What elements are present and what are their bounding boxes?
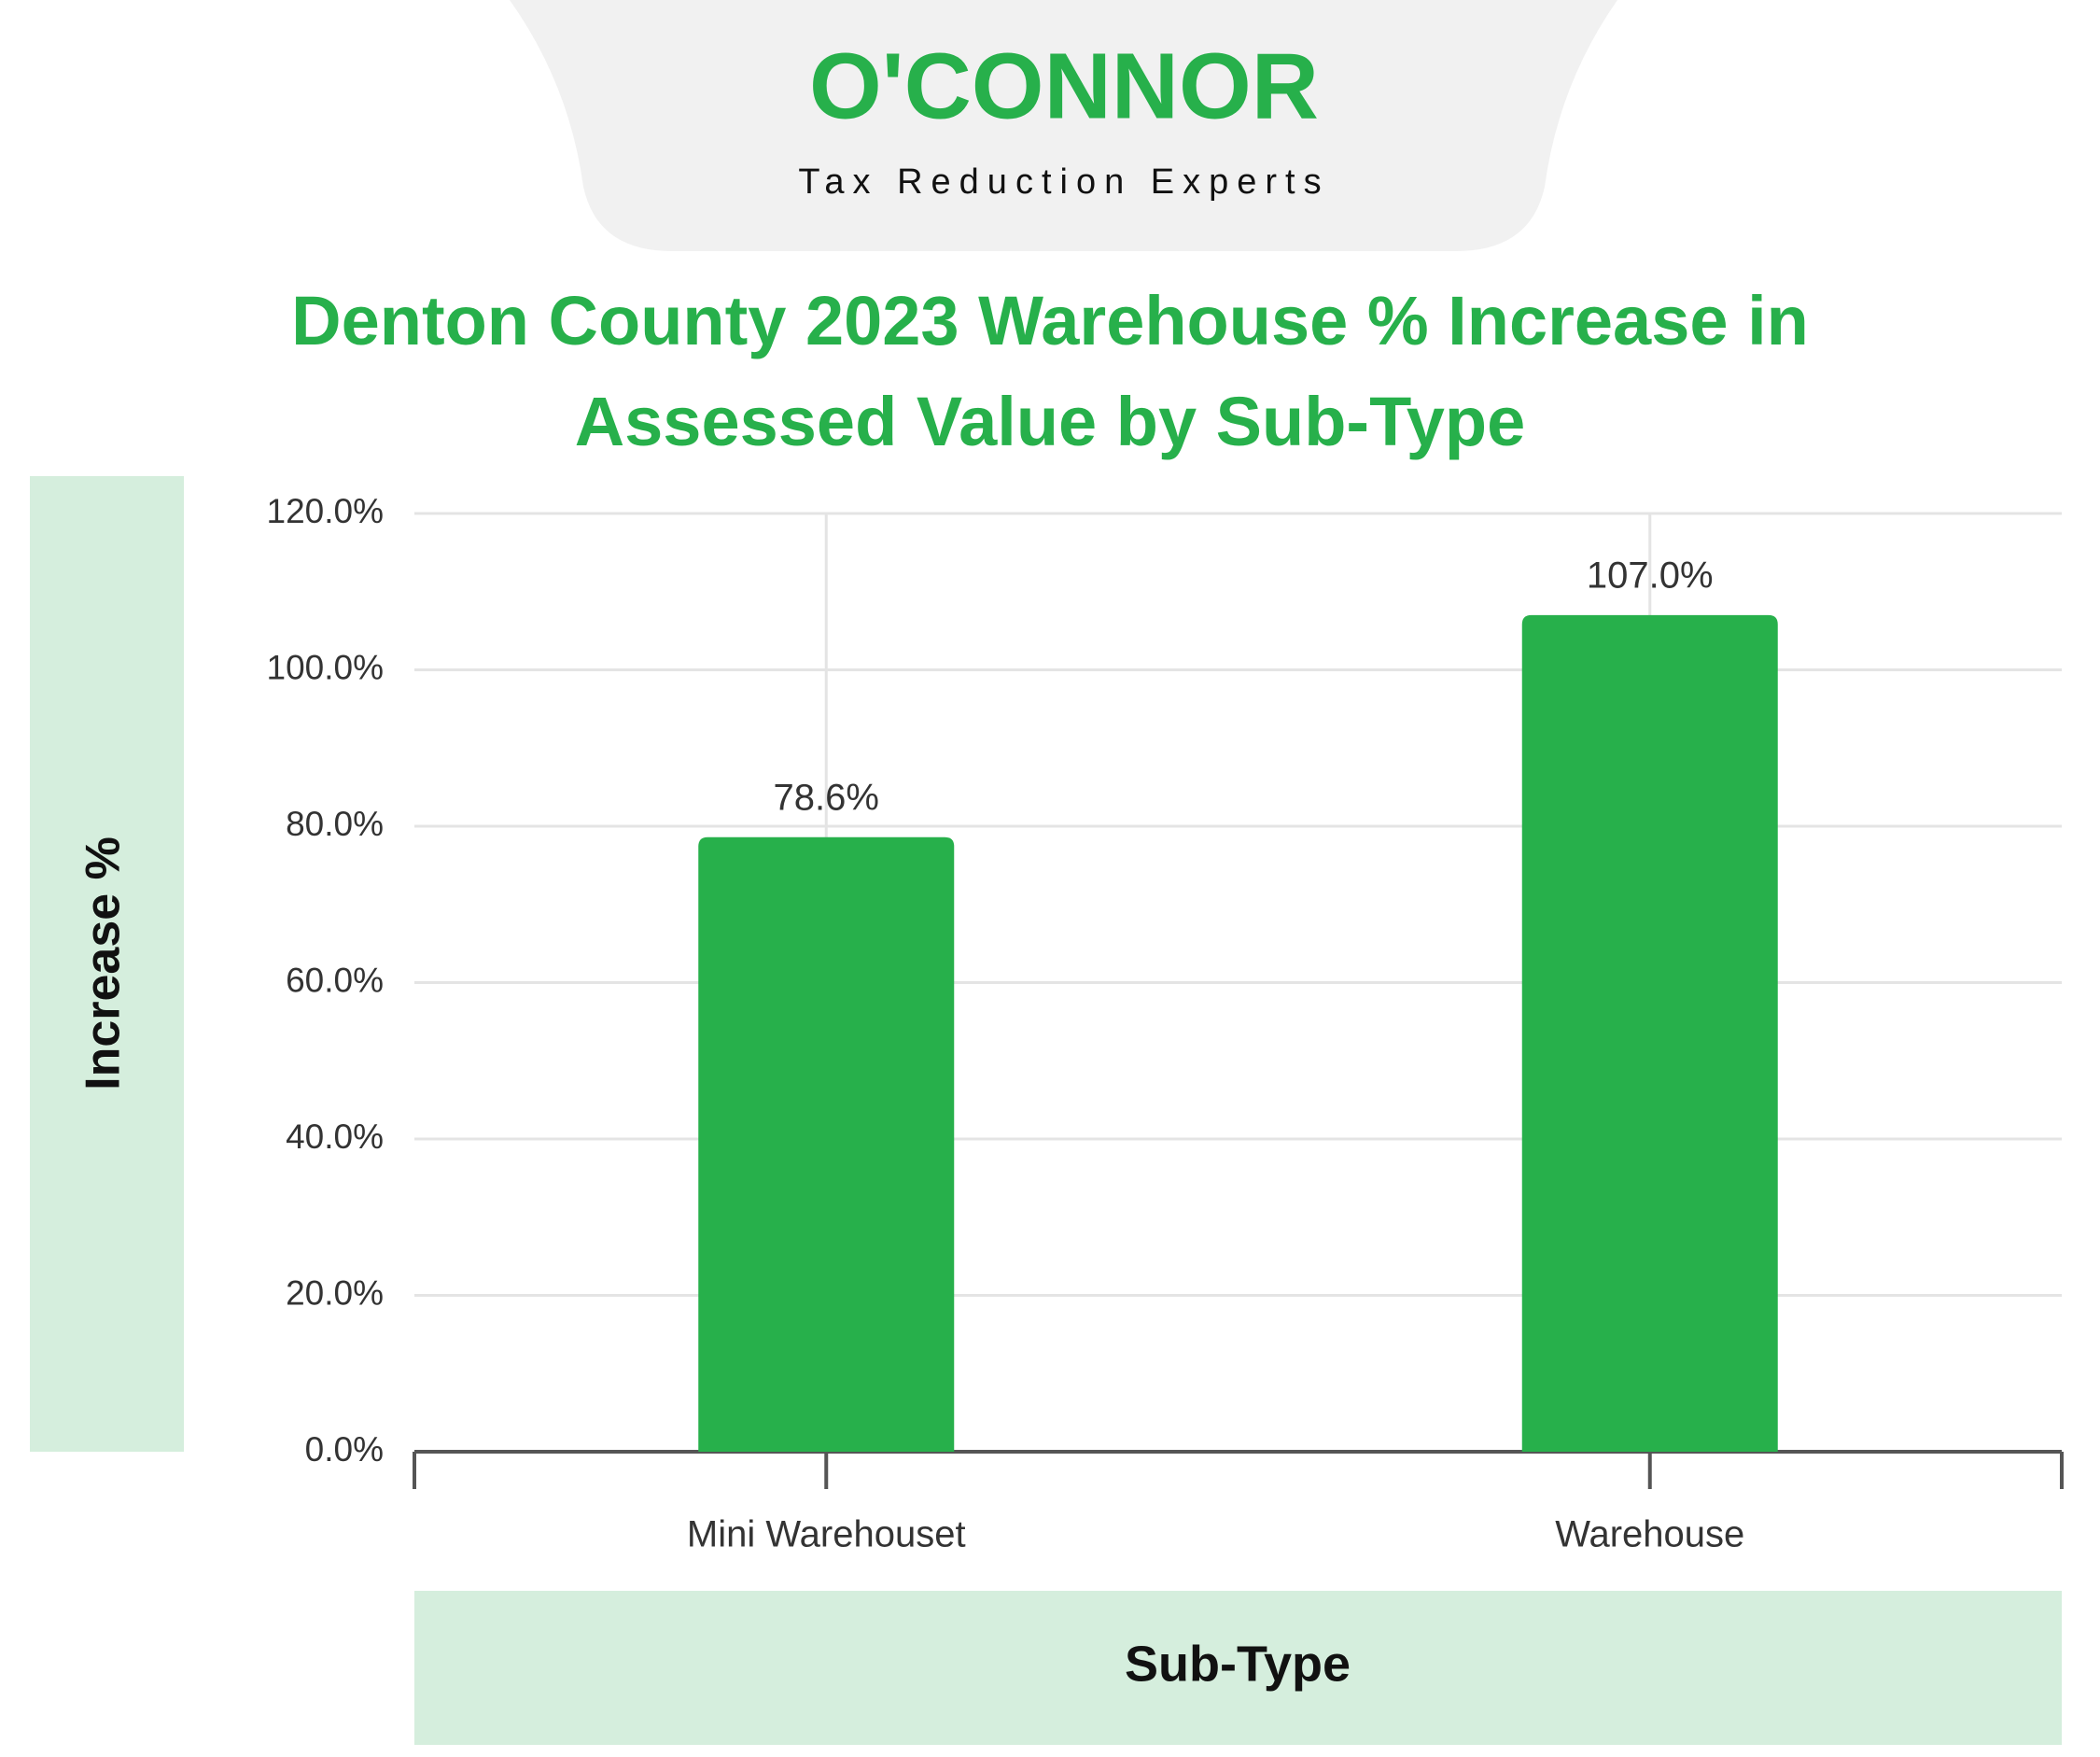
- y-tick-label: 60.0%: [286, 961, 384, 999]
- y-tick-label: 20.0%: [286, 1273, 384, 1312]
- x-tick-label: Warehouse: [1555, 1514, 1744, 1555]
- y-tick-label: 40.0%: [286, 1117, 384, 1156]
- value-label: 107.0%: [1587, 555, 1714, 596]
- bar: [1521, 614, 1778, 1452]
- chart-title: Denton County 2023 Warehouse % Increase …: [291, 282, 1809, 460]
- y-tick-label: 80.0%: [286, 805, 384, 843]
- y-tick-label: 120.0%: [267, 492, 385, 530]
- bar: [698, 836, 955, 1452]
- title-box: Denton County 2023 Warehouse % Increase …: [291, 282, 1809, 460]
- value-label: 78.6%: [774, 777, 879, 818]
- x-tick-label: Mini Warehouset: [687, 1514, 966, 1555]
- y-tick-label: 100.0%: [267, 648, 385, 686]
- y-label-box: [30, 476, 184, 1452]
- logo-background: [510, 0, 1617, 251]
- y-tick-label: 0.0%: [305, 1430, 384, 1469]
- x-label-box: [414, 1591, 2062, 1745]
- y-axis-label: Increase %: [77, 836, 131, 1090]
- logo-tagline: Tax Reduction Experts: [798, 162, 1329, 202]
- x-axis-label: Sub-Type: [1125, 1636, 1351, 1692]
- logo-name: O'CONNOR: [809, 34, 1319, 138]
